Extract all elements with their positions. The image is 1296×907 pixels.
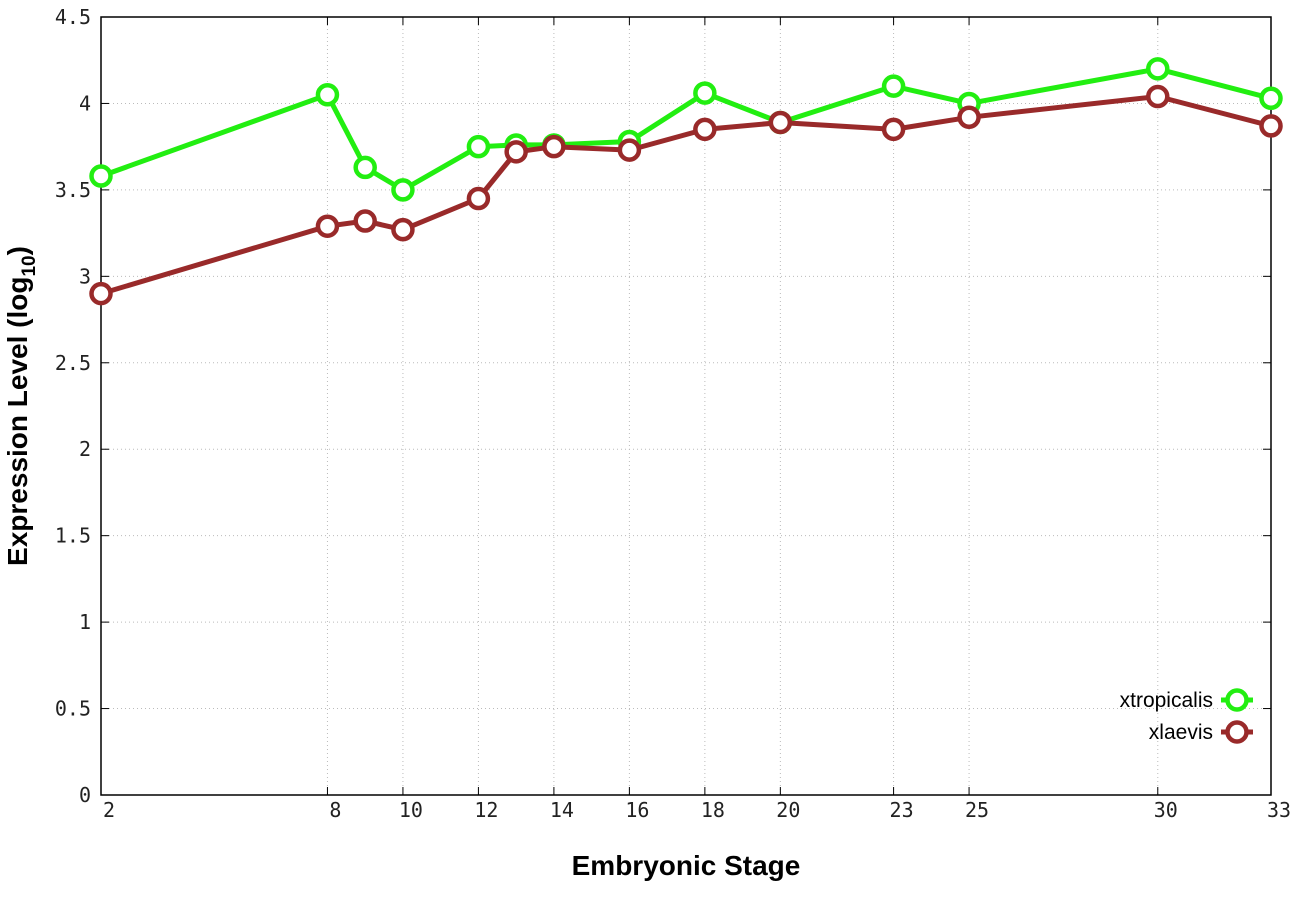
data-point-xlaevis [391,217,415,242]
y-axis-title-main: Expression Level (log [2,277,33,566]
x-tick-label: 12 [474,798,498,822]
y-tick-label: 1 [79,610,91,634]
data-point-xtropicalis [693,81,717,105]
data-point-xtropicalis [881,74,906,98]
data-point-xlaevis [315,214,340,238]
x-tick-label: 30 [1154,798,1178,822]
x-axis-title: Embryonic Stage [572,850,801,881]
data-point-xlaevis [353,209,377,233]
y-tick-label: 4 [79,91,91,115]
y-tick-label: 4.5 [55,5,91,29]
y-tick-label: 2.5 [55,351,91,375]
x-tick-label: 20 [776,798,800,822]
y-tick-label: 3 [79,264,91,288]
data-point-xtropicalis [1259,86,1283,111]
x-tick-label: 33 [1267,798,1291,822]
axis-ticks: 0 0.5 1 1.5 2 2.5 3 3.5 4 4.5 2 8 10 12 14 16 18 20 23 25 30… [55,5,1291,822]
series-layer [89,57,1283,306]
data-point-xlaevis [768,110,793,135]
y-tick-label: 0.5 [55,697,91,721]
legend: xtropicalis xlaevis [1120,688,1253,744]
legend-marker-xlaevis [1225,720,1249,744]
data-point-xlaevis [89,281,113,306]
data-point-xtropicalis [1146,57,1170,81]
series-line-xtropicalis [100,66,1272,193]
x-tick-label: 8 [329,798,341,822]
data-point-xlaevis [957,105,981,130]
y-tick-label: 1.5 [55,524,91,548]
data-point-xtropicalis [89,164,113,188]
data-point-xlaevis [881,117,906,142]
y-tick-label: 2 [79,437,91,461]
data-point-xlaevis [1146,84,1170,109]
legend-marker-xtropicalis [1225,688,1249,712]
x-tick-label: 25 [965,798,989,822]
data-point-xlaevis [617,138,642,162]
y-axis-title-end: ) [2,246,33,255]
y-tick-label: 0 [79,783,91,807]
data-point-xtropicalis [353,155,377,180]
y-axis-title-subscript: 10 [19,255,40,276]
x-tick-label: 2 [103,798,115,822]
x-tick-label: 14 [550,798,574,822]
x-tick-label: 16 [625,798,649,822]
data-point-xtropicalis [466,134,491,159]
legend-label-xlaevis: xlaevis [1149,721,1213,744]
y-tick-label: 3.5 [55,178,91,202]
x-tick-label: 10 [399,798,423,822]
data-point-xlaevis [693,117,717,142]
data-point-xlaevis [466,186,491,211]
x-tick-label: 18 [701,798,725,822]
data-point-xtropicalis [315,83,340,107]
x-tick-label: 23 [890,798,914,822]
data-point-xlaevis [542,134,566,159]
data-point-xtropicalis [391,178,415,202]
data-point-xlaevis [504,140,528,164]
legend-label-xtropicalis: xtropicalis [1120,689,1213,712]
series-line-xlaevis [100,94,1272,296]
data-point-xlaevis [1259,114,1283,138]
y-axis-title: Expression Level (log10) [2,246,40,566]
plot-frame [100,16,1272,796]
